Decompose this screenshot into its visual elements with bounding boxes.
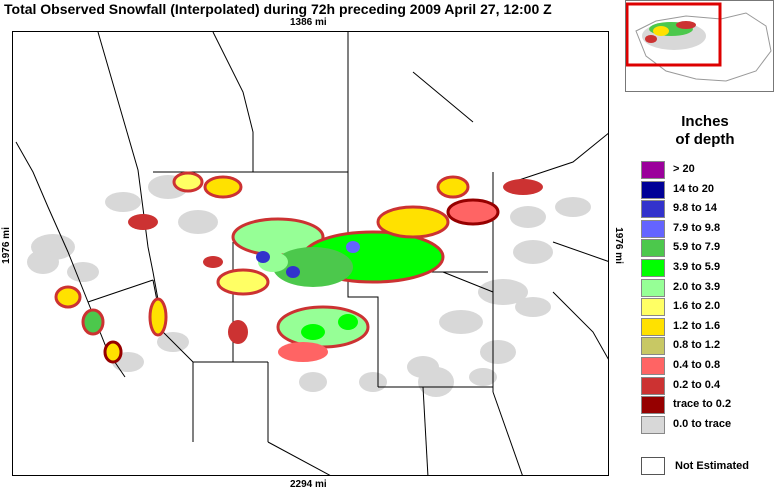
inset-map-graphic bbox=[626, 2, 772, 82]
legend-color-swatch bbox=[641, 278, 665, 297]
top-dimension-label: 1386 mi bbox=[290, 17, 327, 28]
bottom-dimension-label: 2294 mi bbox=[290, 479, 327, 490]
inset-highlight-frame bbox=[626, 2, 722, 67]
legend-title-line1: Inches bbox=[681, 113, 729, 130]
legend-label: 0.2 to 0.4 bbox=[673, 378, 721, 391]
legend-label: trace to 0.2 bbox=[673, 398, 732, 411]
legend-color-swatch bbox=[641, 356, 665, 375]
legend-color-swatch bbox=[641, 200, 665, 219]
legend-label: 14 to 20 bbox=[673, 182, 714, 195]
not-estimated-swatch bbox=[641, 457, 665, 475]
legend-color-swatch bbox=[641, 180, 665, 199]
legend-title-line2: of depth bbox=[675, 131, 735, 148]
legend-color-swatch bbox=[641, 337, 665, 356]
snowfall-map-graphic bbox=[15, 32, 608, 475]
map-title: Total Observed Snowfall (Interpolated) d… bbox=[4, 1, 552, 17]
legend-label: 0.0 to trace bbox=[673, 417, 732, 430]
legend-label: 5.9 to 7.9 bbox=[673, 241, 721, 254]
legend-label: 9.8 to 14 bbox=[673, 202, 718, 215]
not-estimated-label: Not Estimated bbox=[675, 460, 749, 472]
legend-label: 1.6 to 2.0 bbox=[673, 300, 721, 313]
legend-color-swatch bbox=[641, 317, 665, 336]
legend-color-swatch bbox=[641, 396, 665, 415]
state-boundaries bbox=[15, 32, 608, 475]
legend-label: 7.9 to 9.8 bbox=[673, 221, 721, 234]
legend-label: 0.8 to 1.2 bbox=[673, 339, 721, 352]
snowfall-map bbox=[12, 31, 609, 476]
legend-label: > 20 bbox=[673, 163, 695, 175]
legend-color-swatch bbox=[641, 161, 665, 179]
legend-label: 1.2 to 1.6 bbox=[673, 319, 721, 332]
legend-color-swatch bbox=[641, 239, 665, 258]
location-inset-map bbox=[625, 0, 774, 92]
trace-areas bbox=[27, 175, 591, 397]
legend-color-swatch bbox=[641, 219, 665, 238]
legend-color-swatch bbox=[641, 258, 665, 277]
legend-color-swatch bbox=[641, 415, 665, 434]
left-dimension-label: 1976 mi bbox=[0, 227, 12, 264]
right-dimension-label: 1976 mi bbox=[612, 227, 624, 264]
legend-label: 0.4 to 0.8 bbox=[673, 358, 721, 371]
legend-label: 3.9 to 5.9 bbox=[673, 260, 721, 273]
snowfall-patches bbox=[54, 171, 543, 364]
legend-title: Inches of depth bbox=[640, 113, 770, 149]
legend-color-swatch bbox=[641, 376, 665, 395]
legend-label: 2.0 to 3.9 bbox=[673, 280, 721, 293]
legend-color-swatch bbox=[641, 298, 665, 317]
